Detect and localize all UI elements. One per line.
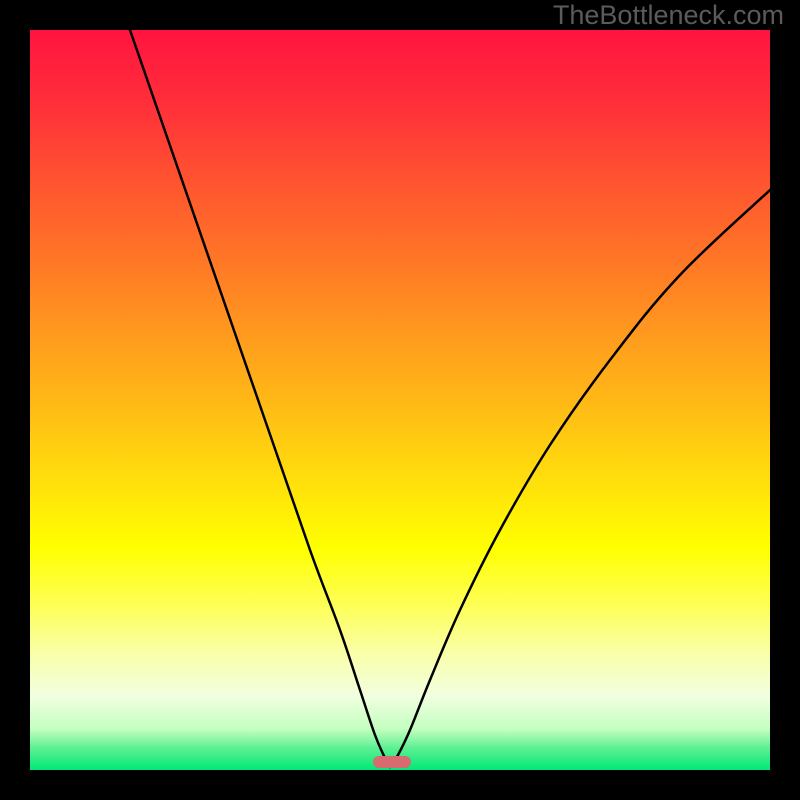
chart-container: { "watermark": { "text": "TheBottleneck.… [0, 0, 800, 800]
minimum-marker [373, 756, 411, 768]
plot-area [30, 30, 770, 770]
bottleneck-curve [30, 30, 770, 770]
watermark-text: TheBottleneck.com [553, 0, 784, 31]
